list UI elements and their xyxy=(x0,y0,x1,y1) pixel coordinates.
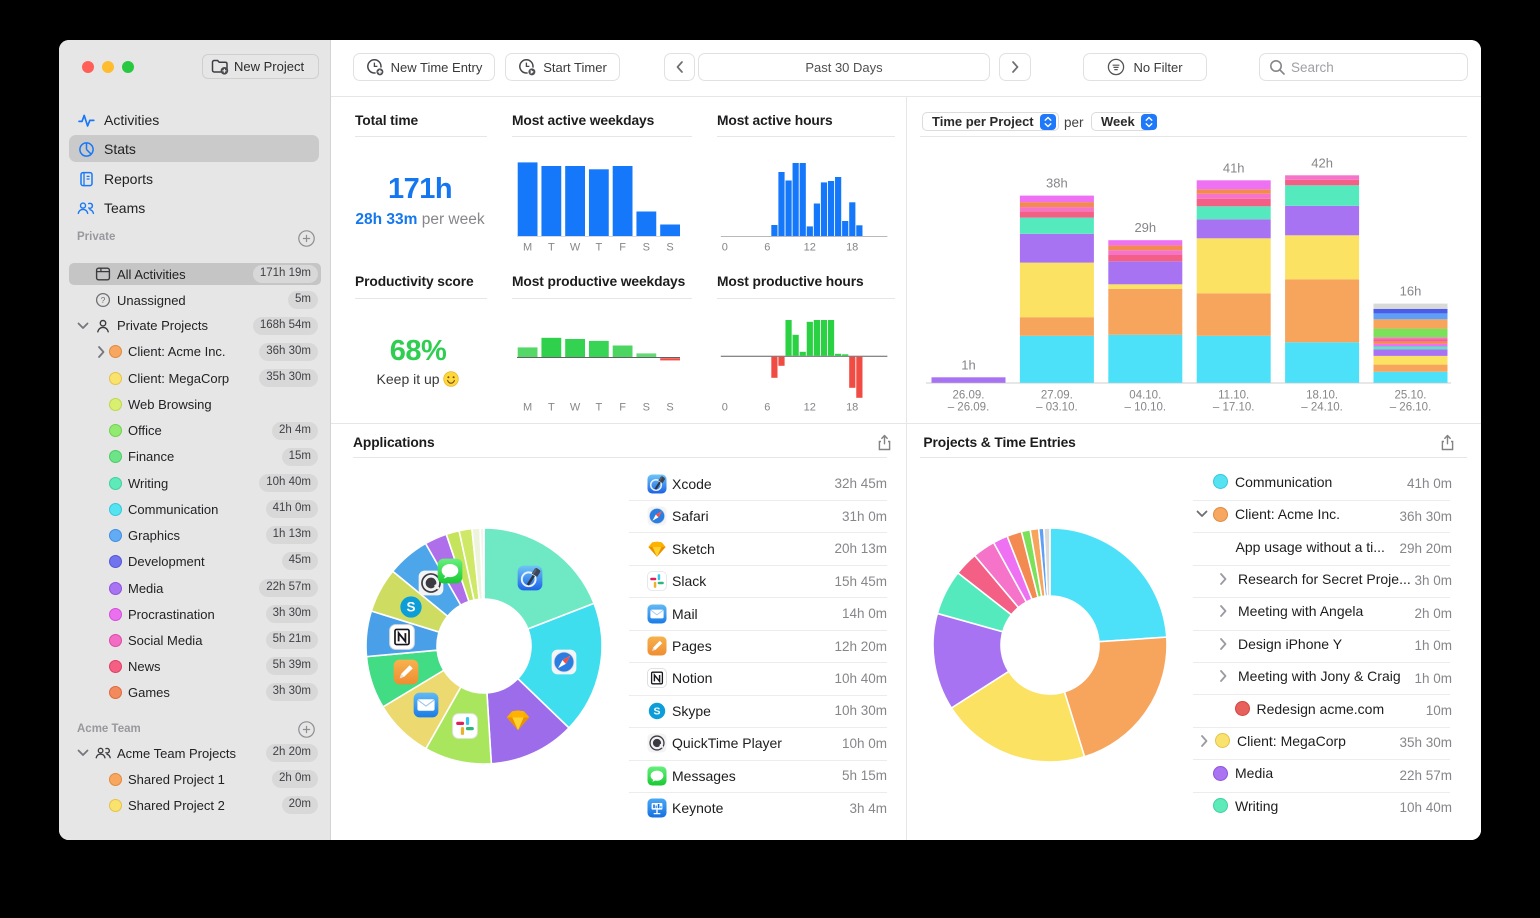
svg-text:F: F xyxy=(619,402,626,414)
svg-text:S: S xyxy=(654,706,661,717)
svg-text:18.10.: 18.10. xyxy=(1306,390,1338,402)
svg-text:25.10.: 25.10. xyxy=(1395,390,1427,402)
svg-text:– 24.10.: – 24.10. xyxy=(1301,402,1343,414)
svg-text:27.09.: 27.09. xyxy=(1041,390,1073,402)
svg-text:0: 0 xyxy=(722,242,728,254)
svg-text:6: 6 xyxy=(764,242,770,254)
svg-text:– 26.09.: – 26.09. xyxy=(948,402,990,414)
svg-text:T: T xyxy=(596,402,603,414)
svg-text:S: S xyxy=(407,600,416,615)
svg-text:6: 6 xyxy=(764,402,770,414)
svg-text:38h: 38h xyxy=(1046,176,1068,191)
svg-text:– 26.10.: – 26.10. xyxy=(1390,402,1432,414)
svg-text:16h: 16h xyxy=(1400,284,1422,299)
svg-text:– 03.10.: – 03.10. xyxy=(1036,402,1078,414)
svg-text:F: F xyxy=(619,242,626,254)
svg-text:26.09.: 26.09. xyxy=(953,390,985,402)
svg-text:W: W xyxy=(570,242,581,254)
svg-text:11.10.: 11.10. xyxy=(1218,390,1249,402)
svg-text:S: S xyxy=(643,402,650,414)
svg-text:1h: 1h xyxy=(961,357,975,372)
svg-text:M: M xyxy=(523,242,532,254)
svg-text:41h: 41h xyxy=(1223,160,1245,175)
svg-text:42h: 42h xyxy=(1311,155,1333,170)
svg-text:W: W xyxy=(570,402,581,414)
svg-text:?: ? xyxy=(101,295,106,305)
svg-text:S: S xyxy=(666,242,673,254)
svg-text:T: T xyxy=(548,402,555,414)
svg-text:18: 18 xyxy=(846,242,858,254)
svg-text:18: 18 xyxy=(846,402,858,414)
svg-text:T: T xyxy=(548,242,555,254)
svg-text:S: S xyxy=(666,402,673,414)
svg-text:04.10.: 04.10. xyxy=(1129,390,1161,402)
svg-text:12: 12 xyxy=(804,242,816,254)
svg-text:0: 0 xyxy=(722,402,728,414)
svg-text:– 17.10.: – 17.10. xyxy=(1213,402,1255,414)
svg-text:M: M xyxy=(523,402,532,414)
svg-text:29h: 29h xyxy=(1134,220,1156,235)
svg-text:S: S xyxy=(643,242,650,254)
svg-text:– 10.10.: – 10.10. xyxy=(1125,402,1167,414)
svg-text:T: T xyxy=(596,242,603,254)
svg-text:12: 12 xyxy=(804,402,816,414)
